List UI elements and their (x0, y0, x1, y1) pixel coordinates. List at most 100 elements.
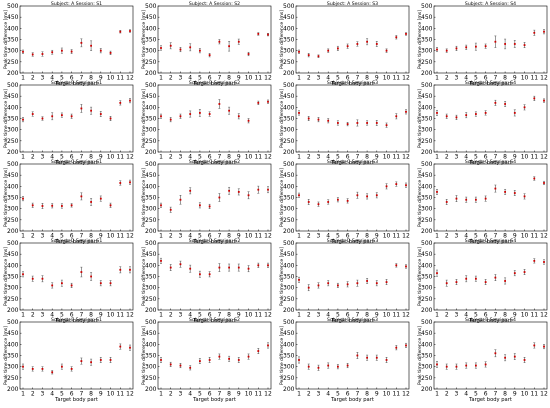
y-tick-label: 400 (7, 183, 19, 190)
y-tick-label: 200 (421, 70, 433, 77)
x-tick-label: 7 (79, 75, 83, 82)
plot-frame (295, 5, 410, 74)
panel-title: Subject: B Session: S3 (327, 80, 378, 86)
mean-marker (337, 122, 339, 124)
x-tick-label: 6 (70, 75, 74, 82)
mean-marker (465, 198, 468, 201)
x-tick-label: 9 (237, 154, 241, 161)
x-tick-label: 10 (383, 391, 391, 398)
mean-marker (523, 106, 526, 109)
mean-marker (199, 204, 201, 207)
mean-marker (543, 345, 545, 348)
x-tick-label: 4 (188, 154, 192, 161)
x-tick-label: 9 (237, 312, 241, 319)
mean-marker (247, 119, 250, 122)
y-axis-label: Peak time difference [ms] (279, 168, 285, 227)
x-axis-label: Target body part (330, 318, 374, 324)
mean-marker (436, 363, 438, 366)
y-tick-label: 250 (421, 296, 433, 303)
mean-marker (189, 267, 192, 270)
y-axis-label: Peak time difference [ms] (417, 168, 423, 227)
x-tick-label: 11 (392, 233, 400, 240)
panel-title: Subject: B Session: S2 (189, 80, 240, 86)
x-tick-label: 1 (21, 154, 25, 161)
y-tick-label: 500 (145, 82, 157, 89)
y-tick-label: 250 (145, 375, 157, 382)
x-tick-label: 7 (79, 312, 83, 319)
x-tick-label: 5 (474, 154, 478, 161)
mean-marker (494, 187, 497, 190)
x-tick-label: 8 (365, 312, 369, 319)
mean-marker (247, 355, 250, 358)
mean-marker (41, 205, 44, 207)
x-tick-label: 3 (455, 75, 459, 82)
x-tick-label: 9 (513, 391, 517, 398)
mean-marker (445, 49, 448, 52)
mean-marker (484, 363, 487, 366)
panel: Subject: C Session: S2200250300350400450… (141, 159, 272, 245)
y-tick-label: 300 (145, 364, 157, 371)
x-tick-label: 9 (99, 75, 103, 82)
x-tick-label: 7 (493, 312, 497, 319)
mean-marker (51, 204, 54, 207)
y-tick-label: 400 (7, 25, 19, 32)
mean-marker (327, 119, 330, 122)
mean-marker (41, 117, 44, 120)
x-tick-label: 5 (60, 154, 64, 161)
x-tick-label: 11 (392, 75, 400, 82)
x-axis-label: Target body part (54, 318, 98, 324)
y-tick-label: 500 (283, 161, 295, 168)
mean-marker (337, 284, 339, 287)
y-tick-label: 300 (283, 127, 295, 134)
y-tick-label: 350 (145, 116, 157, 123)
mean-marker (405, 344, 407, 347)
panel: Subject: C Session: S4200250300350400450… (417, 159, 548, 245)
mean-marker (129, 268, 131, 271)
x-tick-label: 10 (521, 75, 529, 82)
y-tick-label: 350 (421, 195, 433, 202)
x-tick-label: 9 (99, 233, 103, 240)
mean-marker (465, 114, 468, 117)
mean-marker (80, 195, 83, 198)
x-tick-label: 10 (383, 154, 391, 161)
y-tick-label: 500 (145, 3, 157, 10)
y-tick-label: 500 (283, 240, 295, 247)
x-tick-label: 11 (530, 233, 538, 240)
x-tick-label: 2 (445, 391, 449, 398)
mean-marker (455, 281, 458, 283)
x-tick-label: 9 (99, 154, 103, 161)
mean-marker (298, 50, 300, 53)
mean-marker (307, 54, 310, 57)
mean-marker (22, 365, 24, 368)
panel: Subject: E Session: S4200250300350400450… (417, 317, 548, 403)
mean-marker (494, 276, 497, 279)
x-tick-label: 9 (375, 312, 379, 319)
plot-frame (295, 163, 410, 232)
x-tick-label: 7 (79, 391, 83, 398)
x-tick-label: 4 (188, 391, 192, 398)
mean-marker (366, 280, 368, 282)
panel: Subject: A Session: S2200250300350400450… (141, 1, 272, 87)
y-tick-label: 300 (421, 127, 433, 134)
x-tick-label: 5 (198, 391, 202, 398)
mean-marker (327, 49, 330, 52)
mean-marker (22, 273, 24, 276)
mean-marker (199, 360, 201, 362)
x-axis-label: Target body part (192, 318, 236, 324)
mean-marker (395, 346, 398, 349)
y-axis-label: Peak time difference [ms] (3, 326, 9, 385)
panel: Subject: B Session: S2200250300350400450… (141, 80, 272, 166)
panel-title: Subject: E Session: S1 (51, 317, 102, 323)
x-tick-label: 7 (217, 312, 221, 319)
mean-marker (31, 277, 34, 280)
mean-marker (475, 45, 477, 48)
y-axis-label: Peak time difference [ms] (141, 89, 147, 148)
mean-marker (109, 282, 112, 285)
mean-marker (436, 272, 438, 275)
x-tick-label: 9 (237, 391, 241, 398)
y-tick-label: 250 (7, 138, 19, 145)
mean-marker (366, 122, 368, 124)
y-tick-label: 500 (145, 319, 157, 326)
y-tick-label: 500 (283, 82, 295, 89)
